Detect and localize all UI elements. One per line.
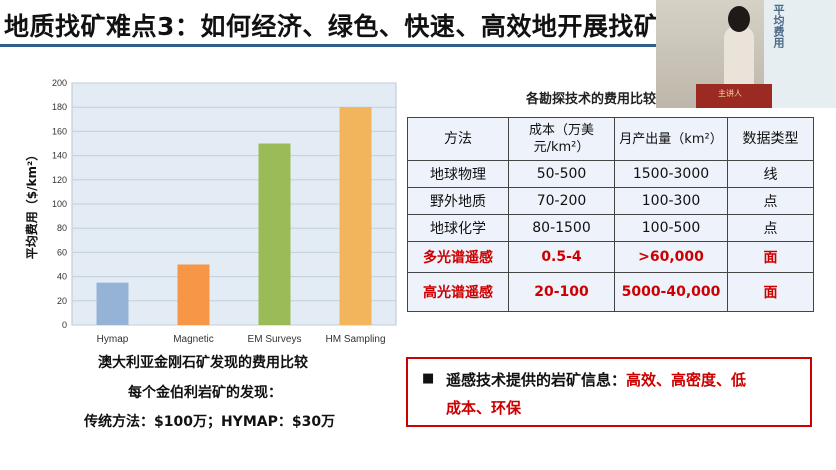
cell-type: 面 — [727, 272, 814, 312]
cell-method: 地球物理 — [407, 160, 509, 188]
y-tick-label: 160 — [52, 126, 67, 136]
x-tick-label: Magnetic — [173, 334, 214, 345]
cell-output: 100-500 — [614, 214, 728, 242]
y-tick-label: 100 — [52, 199, 67, 209]
header-type: 数据类型 — [727, 117, 814, 161]
header-method: 方法 — [407, 117, 509, 161]
bar — [96, 282, 129, 325]
video-board-text: 平均费用 — [772, 4, 785, 48]
cell-output: 5000-40,000 — [614, 272, 728, 312]
table-row: 野外地质 70-200 100-300 点 — [407, 187, 814, 215]
remote-sensing-note: ■ 遥感技术提供的岩矿信息：高效、高密度、低 成本、环保 — [406, 357, 812, 427]
y-tick-label: 140 — [52, 151, 67, 161]
podium: 主讲人 — [696, 84, 772, 108]
table-row-highlight: 高光谱遥感 20-100 5000-40,000 面 — [407, 272, 814, 312]
table-title: 各勘探技术的费用比较 — [526, 92, 657, 107]
cell-cost: 0.5-4 — [508, 241, 615, 273]
y-tick-label: 120 — [52, 175, 67, 185]
table-header-row: 方法 成本（万美元/km²） 月产出量（km²） 数据类型 — [407, 117, 814, 161]
cell-cost: 20-100 — [508, 272, 615, 312]
cell-type: 面 — [727, 241, 814, 273]
table-row-highlight: 多光谱遥感 0.5-4 >60,000 面 — [407, 241, 814, 273]
cell-method: 野外地质 — [407, 187, 509, 215]
cell-output: 1500-3000 — [614, 160, 728, 188]
note-highlight-2: 成本、环保 — [446, 399, 522, 417]
y-tick-label: 0 — [62, 320, 67, 330]
cost-table: 方法 成本（万美元/km²） 月产出量（km²） 数据类型 地球物理 50-50… — [407, 117, 814, 312]
header-output: 月产出量（km²） — [614, 117, 728, 161]
cell-type: 点 — [727, 187, 814, 215]
bar — [339, 107, 372, 325]
note-line-1: 遥感技术提供的岩矿信息：高效、高密度、低 — [446, 369, 746, 390]
note-highlight-1: 高效、高密度、低 — [626, 371, 747, 389]
y-tick-label: 80 — [57, 223, 67, 233]
cell-type: 线 — [727, 160, 814, 188]
cell-method: 多光谱遥感 — [407, 241, 509, 273]
chart-caption: 澳大利亚金刚石矿发现的费用比较 — [98, 355, 308, 371]
note-prefix: 遥感技术提供的岩矿信息： — [446, 371, 627, 389]
cell-method: 高光谱遥感 — [407, 272, 509, 312]
speaker-video: 平均费用 主讲人 — [656, 0, 836, 108]
table-row: 地球化学 80-1500 100-500 点 — [407, 214, 814, 242]
bar-chart-svg: 0 20 40 60 80 100 120 140 160 180 200 Hymap Magnetic… — [24, 78, 397, 345]
bar — [177, 264, 210, 325]
cost-comparison-caption: 传统方法：$100万；HYMAP：$30万 — [84, 414, 336, 430]
cell-output: 100-300 — [614, 187, 728, 215]
x-tick-label: HM Sampling — [325, 334, 385, 345]
x-tick-label: EM Surveys — [248, 334, 302, 345]
y-axis-label: 平均费用（$/km²） — [24, 149, 39, 259]
cell-method: 地球化学 — [407, 214, 509, 242]
cell-cost: 70-200 — [508, 187, 615, 215]
video-board: 平均费用 — [764, 0, 836, 108]
y-tick-label: 180 — [52, 102, 67, 112]
y-tick-label: 200 — [52, 78, 67, 88]
y-tick-label: 60 — [57, 247, 67, 257]
podium-label: 主讲人 — [718, 89, 742, 98]
cell-cost: 80-1500 — [508, 214, 615, 242]
header-cost: 成本（万美元/km²） — [508, 117, 615, 161]
slide-title: 地质找矿难点3：如何经济、绿色、快速、高效地开展找矿勘查 — [4, 12, 711, 41]
cell-cost: 50-500 — [508, 160, 615, 188]
bar — [258, 143, 291, 325]
cell-type: 点 — [727, 214, 814, 242]
title-underline — [0, 44, 660, 47]
cell-output: >60,000 — [614, 241, 728, 273]
square-bullet-icon: ■ — [422, 371, 435, 386]
cost-bar-chart: 0 20 40 60 80 100 120 140 160 180 200 Hymap Magnetic… — [0, 75, 400, 350]
table-row: 地球物理 50-500 1500-3000 线 — [407, 160, 814, 188]
discovery-caption: 每个金伯利岩矿的发现： — [128, 385, 282, 401]
y-tick-label: 40 — [57, 272, 67, 282]
y-tick-label: 20 — [57, 296, 67, 306]
x-tick-label: Hymap — [97, 334, 129, 345]
speaker-head — [728, 6, 750, 32]
